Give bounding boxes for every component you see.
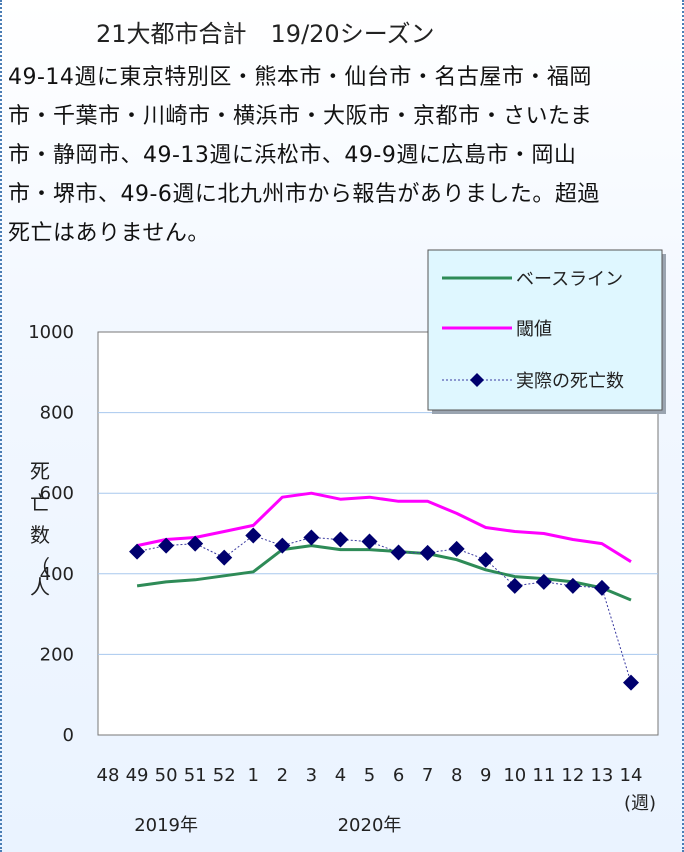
y-tick-label: 200 — [40, 644, 74, 665]
x-tick-label: 1 — [248, 765, 259, 786]
x-tick-label: 13 — [590, 765, 613, 786]
y-tick-label: 1000 — [28, 322, 74, 343]
year-label: 2020年 — [338, 815, 402, 836]
description-line: 死亡はありません。 — [8, 221, 210, 246]
data-point-marker — [535, 573, 552, 590]
legend-label: ベースライン — [516, 269, 623, 290]
y-tick-label: 400 — [40, 564, 74, 585]
legend-marker — [470, 373, 484, 387]
data-point-marker — [274, 537, 291, 554]
data-point-marker — [303, 529, 320, 546]
data-point-marker — [332, 531, 349, 548]
data-point-marker — [390, 544, 407, 561]
data-point-marker — [129, 543, 146, 560]
x-axis-unit-label: (週) — [624, 793, 656, 814]
legend-label: 実際の死亡数 — [516, 371, 624, 392]
y-axis-label-char: （ — [30, 555, 50, 579]
x-tick-label: 50 — [155, 765, 178, 786]
x-tick-label: 10 — [503, 765, 526, 786]
data-point-marker — [245, 527, 262, 544]
data-point-marker — [419, 544, 436, 561]
data-point-marker — [158, 537, 175, 554]
legend-label: 閾値 — [516, 319, 552, 340]
data-point-marker — [593, 579, 610, 596]
description-line: 49-14週に東京特別区・熊本市・仙台市・名古屋市・福岡 — [8, 65, 592, 90]
y-axis-label-char: 死 — [30, 459, 50, 483]
x-tick-label: 9 — [480, 765, 491, 786]
year-label: 2019年 — [134, 815, 198, 836]
x-tick-label: 11 — [532, 765, 555, 786]
y-axis-label-char: 亡 — [30, 491, 50, 515]
x-tick-label: 14 — [620, 765, 643, 786]
x-tick-label: 49 — [126, 765, 149, 786]
chart-title: 21大都市合計 19/20シーズン — [96, 20, 435, 48]
x-tick-label: 3 — [306, 765, 317, 786]
x-tick-label: 8 — [451, 765, 462, 786]
x-tick-label: 2 — [277, 765, 288, 786]
x-tick-label: 4 — [335, 765, 346, 786]
data-point-marker — [623, 674, 639, 691]
data-point-marker — [361, 533, 378, 550]
data-point-marker — [448, 540, 465, 557]
x-tick-label: 6 — [393, 765, 404, 786]
series-line-threshold — [136, 491, 632, 563]
y-tick-label: 600 — [40, 483, 74, 504]
y-axis-label-char: 数 — [30, 523, 50, 547]
data-point-marker — [187, 535, 204, 552]
description-line: 市・堺市、49-6週に北九州市から報告がありました。超過 — [8, 182, 600, 207]
x-tick-label: 48 — [97, 765, 120, 786]
description: 49-14週に東京特別区・熊本市・仙台市・名古屋市・福岡 市・千葉市・川崎市・横… — [8, 58, 676, 253]
data-point-marker — [216, 549, 233, 566]
description-line: 市・静岡市、49-13週に浜松市、49-9週に広島市・岡山 — [8, 143, 577, 168]
x-tick-label: 5 — [364, 765, 375, 786]
y-tick-label: 800 — [40, 403, 74, 424]
x-tick-label: 7 — [422, 765, 433, 786]
x-tick-label: 51 — [184, 765, 207, 786]
y-axis-label-char: 人 — [30, 575, 50, 599]
description-line: 市・千葉市・川崎市・横浜市・大阪市・京都市・さいたま — [8, 104, 593, 129]
data-point-marker — [564, 577, 581, 594]
x-tick-label: 12 — [561, 765, 584, 786]
data-point-marker — [506, 577, 523, 594]
y-tick-label: 0 — [63, 725, 74, 746]
x-tick-label: 52 — [213, 765, 236, 786]
data-point-marker — [477, 551, 494, 568]
